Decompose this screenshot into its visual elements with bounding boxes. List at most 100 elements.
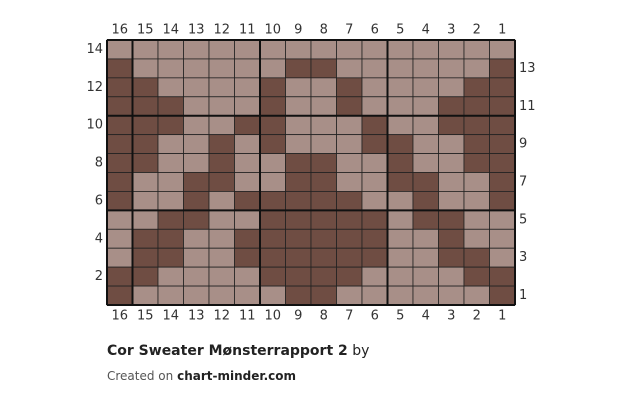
stitch [438,228,465,249]
stitch [259,247,286,268]
stitch [361,58,388,79]
stitch [132,115,159,136]
stitch [259,191,286,211]
stitch [387,153,414,173]
stitch [183,172,210,192]
stitch [463,115,490,136]
column-label: 11 [239,309,256,324]
stitch [132,172,159,192]
stitch [438,58,465,79]
created-on: Created on [107,369,174,383]
stitch [489,77,516,98]
stitch [463,153,490,173]
stitch [387,266,414,287]
stitch [234,134,261,154]
stitch [387,209,414,230]
stitch [183,134,210,154]
stitch [412,39,439,60]
stitch [106,285,133,306]
stitch [132,285,159,306]
stitch [132,191,159,211]
column-label: 3 [447,309,455,324]
stitch [132,153,159,173]
column-label: 8 [320,23,328,38]
stitch [412,247,439,268]
stitch [463,228,490,249]
stitch [361,77,388,98]
stitch [336,96,363,117]
stitch [489,134,516,154]
stitch [183,77,210,98]
column-label: 4 [422,309,430,324]
stitch [361,228,388,249]
stitch [489,115,516,136]
stitch [259,172,286,192]
stitch [106,115,133,136]
stitch [132,96,159,117]
stitch [106,77,133,98]
stitch [157,285,184,306]
row-label: 5 [519,212,527,227]
stitch [489,228,516,249]
stitch [106,153,133,173]
row-label: 1 [519,288,527,303]
stitch [157,96,184,117]
stitch [106,96,133,117]
stitch [157,77,184,98]
stitch [489,266,516,287]
stitch [208,58,235,79]
stitch [336,266,363,287]
stitch [208,209,235,230]
stitch [310,285,337,306]
stitch [361,39,388,60]
column-label: 8 [320,309,328,324]
stitch [183,96,210,117]
stitch [438,266,465,287]
row-label: 10 [86,118,103,133]
stitch [412,58,439,79]
stitch [234,247,261,268]
stitch [438,153,465,173]
stitch [208,191,235,211]
column-label: 11 [239,23,256,38]
stitch [489,285,516,306]
stitch [361,209,388,230]
stitch [234,153,261,173]
stitch [463,191,490,211]
column-label: 2 [473,309,481,324]
stitch [463,96,490,117]
site-link[interactable]: chart-minder.com [177,369,296,383]
stitch [157,134,184,154]
stitch [438,247,465,268]
stitch [463,58,490,79]
stitch [285,39,312,60]
stitch [463,247,490,268]
stitch [259,153,286,173]
stitch [157,191,184,211]
stitch [208,115,235,136]
stitch [387,247,414,268]
stitch [106,172,133,192]
stitch [132,134,159,154]
credit: Created on chart-minder.com [107,369,296,383]
stitch [183,247,210,268]
stitch [285,285,312,306]
stitch [463,285,490,306]
column-label: 10 [264,23,281,38]
stitch [336,285,363,306]
stitch [234,285,261,306]
stitch [106,39,133,60]
stitch [387,191,414,211]
stitch [336,153,363,173]
stitch [132,247,159,268]
stitch [208,285,235,306]
stitch [106,191,133,211]
knitting-chart: 1616151514141313121211111010998877665544… [86,23,535,324]
stitch [208,153,235,173]
stitch [285,96,312,117]
stitch [336,209,363,230]
column-label: 7 [345,23,353,38]
stitch [310,247,337,268]
column-label: 1 [498,23,506,38]
stitch [412,77,439,98]
